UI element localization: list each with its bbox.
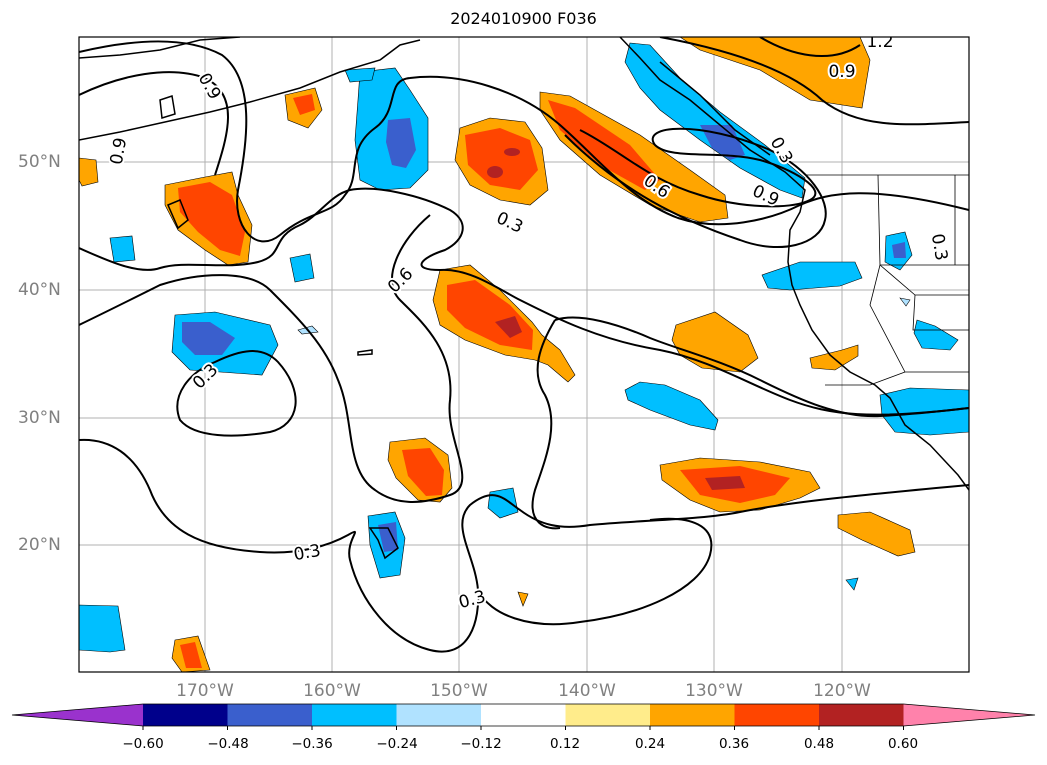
contour-lines [79,37,969,653]
colorbar-swatch [565,704,651,726]
colorbar [11,703,1036,730]
contour-label: 1.2 [866,32,893,52]
colorbar-swatch [819,704,904,726]
lon-label: 130°W [685,681,743,701]
colorbar-extend-high [903,704,1035,726]
colorbar-swatch [481,704,566,726]
colorbar-tick-label: −0.36 [291,736,333,752]
colorbar-swatch [734,704,820,726]
colorbar-tick-label: 0.36 [718,736,750,752]
political-borders [805,174,969,386]
colorbar-tick-label: 0.60 [887,736,919,752]
lon-label: 120°W [813,681,871,701]
map-title: 2024010900 F036 [450,9,597,28]
colorbar-swatch [227,704,313,726]
colorbar-extend-low [12,704,143,726]
lat-label: 20°N [18,535,61,555]
lat-label: 40°N [18,280,61,300]
colorbar-tick-label: 0.24 [634,736,666,752]
lat-label: 50°N [18,152,61,172]
lon-label: 150°W [430,681,488,701]
colorbar-tick-label: −0.24 [376,736,418,752]
lat-label: 30°N [18,408,61,428]
lon-label: 140°W [558,681,616,701]
lon-label: 170°W [176,681,234,701]
colorbar-swatch [143,704,228,726]
colorbar-swatch [650,704,735,726]
colorbar-tick-label: 0.48 [803,736,835,752]
map-frame [78,36,970,673]
colorbar-tick-label: −0.12 [460,736,502,752]
colorbar-swatch [312,704,397,726]
lon-label: 160°W [303,681,361,701]
colorbar-swatch [396,704,482,726]
colorbar-tick-label: 0.12 [549,736,581,752]
contour-label: 0.9 [828,62,855,82]
colorbar-tick-label: −0.48 [207,736,249,752]
colorbar-tick-label: −0.60 [122,736,164,752]
